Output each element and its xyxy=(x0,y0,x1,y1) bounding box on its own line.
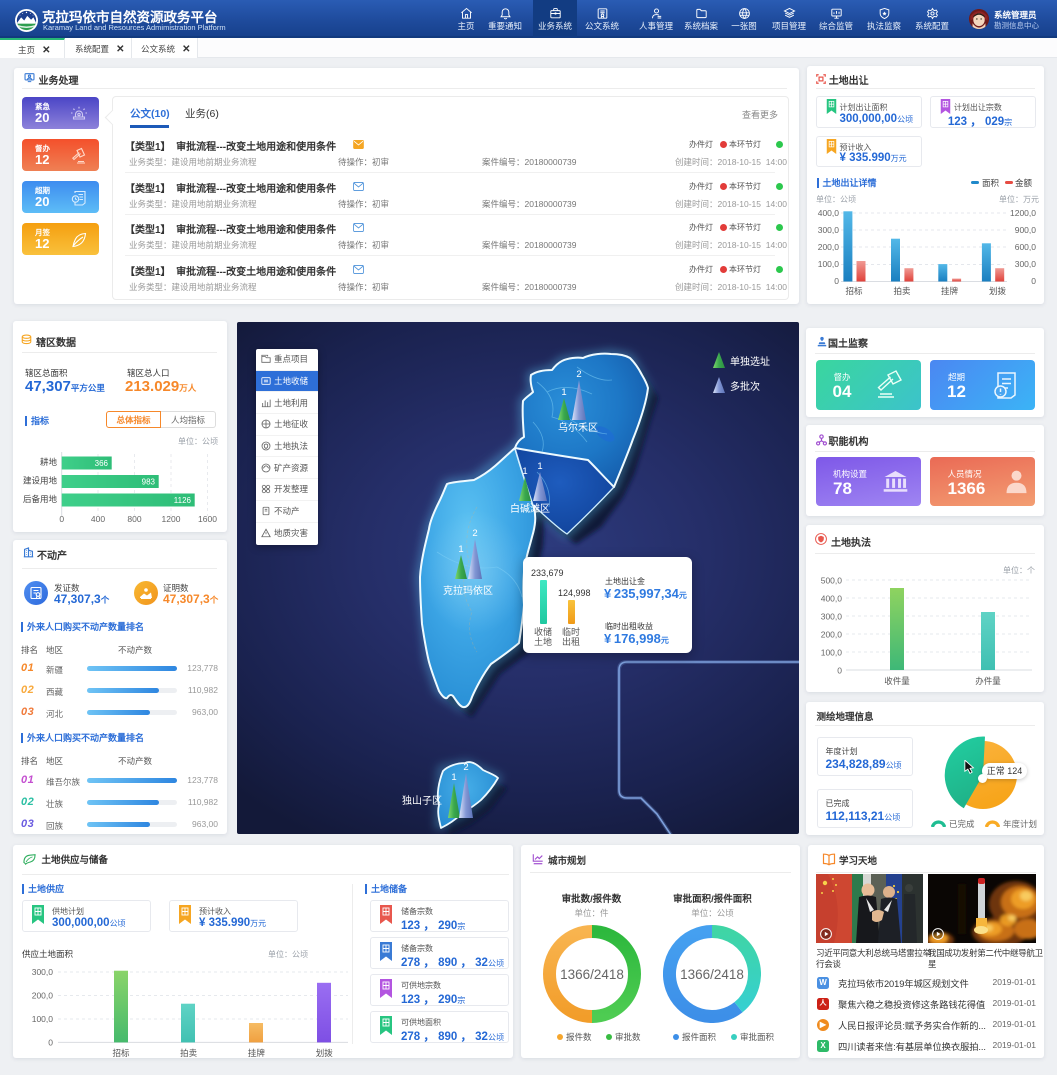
svg-text:独山子区: 独山子区 xyxy=(402,794,442,807)
svg-text:后备用地: 后备用地 xyxy=(23,494,58,504)
svg-text:拍卖: 拍卖 xyxy=(893,286,911,296)
svg-text:克拉玛依区: 克拉玛依区 xyxy=(443,584,493,597)
svg-text:耕地: 耕地 xyxy=(40,457,58,467)
svg-text:0: 0 xyxy=(834,276,839,286)
svg-text:800: 800 xyxy=(127,514,141,524)
svg-text:1366/2418: 1366/2418 xyxy=(680,967,744,982)
svg-text:挂牌: 挂牌 xyxy=(248,1048,266,1058)
svg-text:1200,0: 1200,0 xyxy=(1010,208,1036,218)
svg-text:乌尔禾区: 乌尔禾区 xyxy=(558,421,598,434)
svg-text:200,0: 200,0 xyxy=(32,991,54,1001)
svg-text:600,0: 600,0 xyxy=(1015,242,1037,252)
svg-text:招标: 招标 xyxy=(112,1048,130,1058)
svg-text:1200: 1200 xyxy=(162,514,181,524)
svg-text:400,0: 400,0 xyxy=(821,594,843,604)
svg-text:2: 2 xyxy=(472,528,477,539)
svg-text:白碱滩区: 白碱滩区 xyxy=(510,502,550,515)
svg-text:300,0: 300,0 xyxy=(821,612,843,622)
svg-text:0: 0 xyxy=(1031,276,1036,286)
svg-text:0: 0 xyxy=(59,514,64,524)
svg-text:983: 983 xyxy=(142,478,156,487)
svg-text:2: 2 xyxy=(576,369,581,380)
svg-text:100,0: 100,0 xyxy=(821,648,843,658)
svg-text:400: 400 xyxy=(91,514,105,524)
svg-text:1: 1 xyxy=(522,466,527,477)
svg-text:300,0: 300,0 xyxy=(1015,259,1037,269)
svg-text:400,0: 400,0 xyxy=(818,208,840,218)
svg-text:100,0: 100,0 xyxy=(32,1014,54,1024)
svg-text:1: 1 xyxy=(458,544,463,555)
svg-text:100,0: 100,0 xyxy=(818,259,840,269)
svg-text:多批次: 多批次 xyxy=(730,380,760,393)
svg-text:拍卖: 拍卖 xyxy=(180,1048,198,1058)
svg-text:收件量: 收件量 xyxy=(884,676,910,686)
svg-text:300,0: 300,0 xyxy=(32,967,54,977)
svg-text:1: 1 xyxy=(537,461,542,472)
svg-text:300,0: 300,0 xyxy=(818,225,840,235)
svg-text:建设用地: 建设用地 xyxy=(23,476,58,486)
svg-text:900,0: 900,0 xyxy=(1015,225,1037,235)
svg-text:1366/2418: 1366/2418 xyxy=(560,967,624,982)
svg-text:1600: 1600 xyxy=(198,514,217,524)
svg-text:0: 0 xyxy=(48,1038,53,1048)
svg-text:1: 1 xyxy=(451,772,456,783)
svg-text:划拨: 划拨 xyxy=(316,1048,334,1058)
svg-text:366: 366 xyxy=(95,459,109,468)
svg-text:200,0: 200,0 xyxy=(821,630,843,640)
svg-text:单独选址: 单独选址 xyxy=(730,355,770,368)
svg-text:1126: 1126 xyxy=(174,496,192,505)
svg-text:划拨: 划拨 xyxy=(989,286,1007,296)
svg-text:0: 0 xyxy=(837,666,842,676)
svg-text:招标: 招标 xyxy=(845,286,863,296)
svg-text:2: 2 xyxy=(463,762,468,773)
svg-text:200,0: 200,0 xyxy=(818,242,840,252)
svg-text:办件量: 办件量 xyxy=(975,676,1001,686)
svg-text:1: 1 xyxy=(561,387,566,398)
svg-text:500,0: 500,0 xyxy=(821,577,843,586)
svg-text:挂牌: 挂牌 xyxy=(941,286,959,296)
